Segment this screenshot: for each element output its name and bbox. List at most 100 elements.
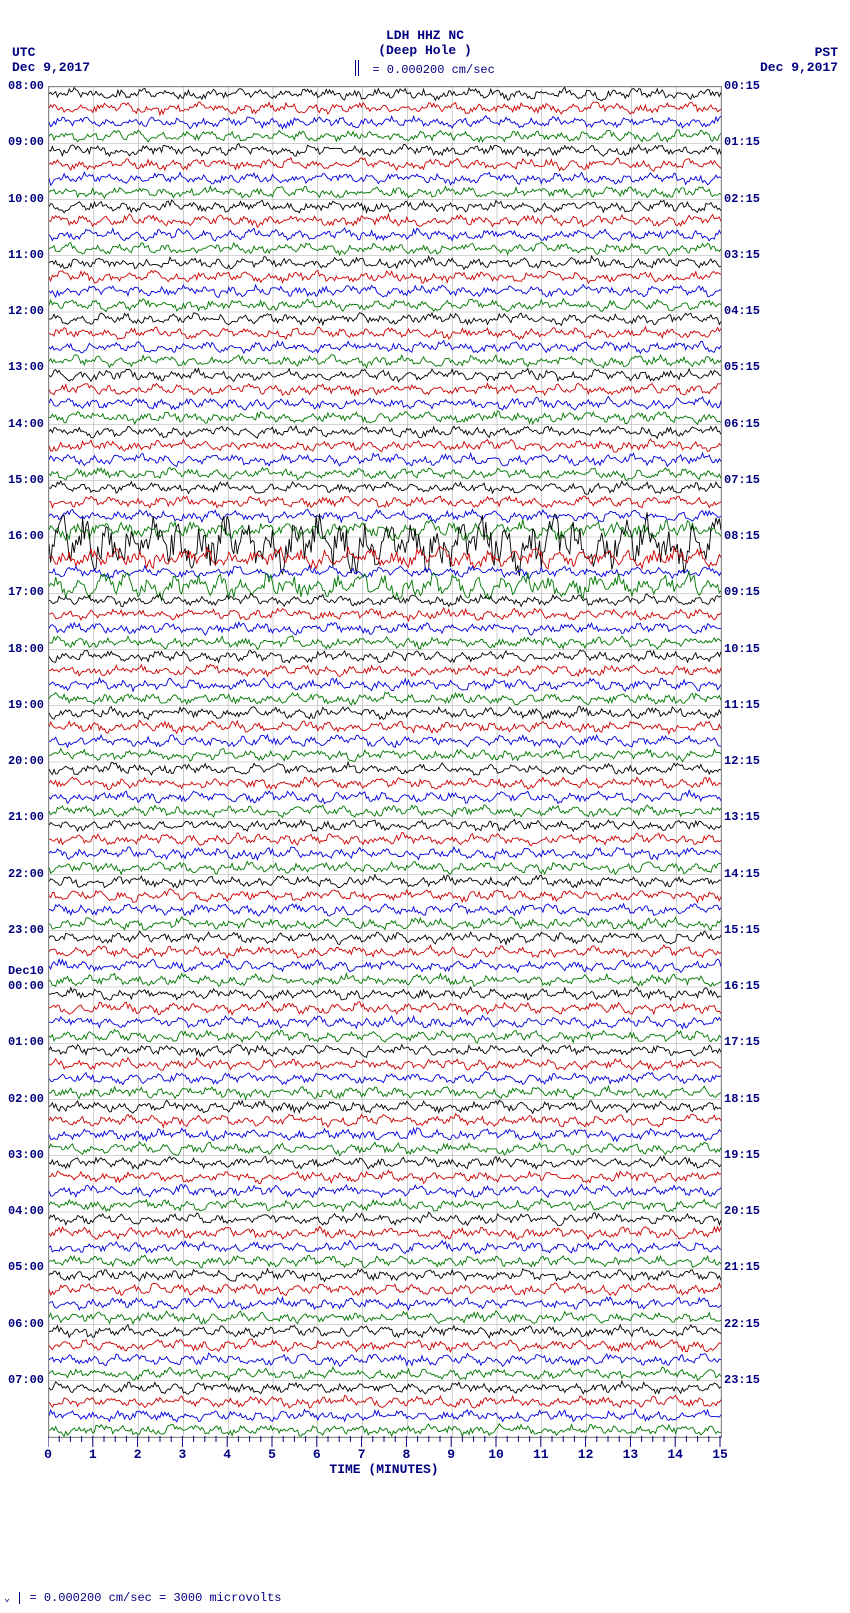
pst-hour-label: 08:15: [724, 529, 760, 543]
trace-line: [49, 572, 721, 602]
x-tick-label: 12: [576, 1447, 596, 1462]
x-tick-label: 3: [172, 1447, 192, 1462]
x-axis-title: TIME (MINUTES): [48, 1462, 720, 1477]
trace-line: [49, 299, 721, 312]
trace-line: [49, 735, 721, 748]
trace-line: [49, 1002, 721, 1015]
trace-line: [49, 547, 721, 569]
pst-hour-label: 11:15: [724, 698, 760, 712]
utc-hour-label: 02:00: [0, 1092, 44, 1106]
trace-line: [49, 1367, 721, 1380]
title-line2: (Deep Hole ): [0, 43, 850, 58]
utc-hour-label: 19:00: [0, 698, 44, 712]
utc-hour-label: 14:00: [0, 417, 44, 431]
pst-hour-label: 04:15: [724, 304, 760, 318]
utc-hour-label: 12:00: [0, 304, 44, 318]
footer-bar-icon: [19, 1592, 20, 1604]
pst-hour-label: 03:15: [724, 248, 760, 262]
pst-hour-label: 15:15: [724, 923, 760, 937]
trace-line: [49, 749, 721, 762]
trace-line: [49, 512, 721, 576]
trace-line: [49, 1409, 721, 1422]
trace-line: [49, 636, 721, 649]
pst-hour-label: 17:15: [724, 1035, 760, 1049]
title-line1: LDH HHZ NC: [0, 28, 850, 43]
utc-hour-label: 09:00: [0, 135, 44, 149]
trace-line: [49, 509, 721, 522]
pst-hour-label: 10:15: [724, 642, 760, 656]
trace-line: [49, 1325, 721, 1338]
pst-hour-label: 00:15: [724, 79, 760, 93]
trace-line: [49, 383, 721, 395]
trace-line: [49, 1100, 721, 1113]
trace-line: [49, 1241, 721, 1254]
trace-line: [49, 1086, 721, 1099]
trace-line: [49, 678, 721, 691]
x-tick-label: 0: [38, 1447, 58, 1462]
trace-line: [49, 1128, 721, 1142]
x-tick-label: 13: [620, 1447, 640, 1462]
trace-line: [49, 1227, 721, 1240]
trace-line: [49, 1044, 721, 1057]
trace-line: [49, 847, 721, 860]
pst-hour-label: 19:15: [724, 1148, 760, 1162]
trace-line: [49, 341, 721, 354]
pst-hour-label: 16:15: [724, 979, 760, 993]
scale-text: = 0.000200 cm/sec: [372, 63, 494, 77]
trace-line: [49, 833, 721, 846]
trace-line: [49, 1283, 721, 1296]
trace-line: [49, 144, 721, 157]
trace-line: [49, 256, 721, 269]
seismogram-plot: [48, 86, 722, 1438]
pst-hour-label: 13:15: [724, 810, 760, 824]
trace-line: [49, 1030, 721, 1043]
utc-hour-label: 21:00: [0, 810, 44, 824]
trace-line: [49, 1395, 721, 1408]
trace-line: [49, 313, 721, 326]
x-tick-label: 1: [83, 1447, 103, 1462]
trace-line: [49, 1353, 721, 1366]
x-tick-label: 14: [665, 1447, 685, 1462]
trace-line: [49, 271, 721, 284]
trace-line: [49, 945, 721, 958]
trace-line: [49, 1297, 721, 1310]
trace-line: [49, 481, 721, 494]
trace-line: [49, 426, 721, 438]
chart-header: LDH HHZ NC (Deep Hole ): [0, 28, 850, 58]
trace-line: [49, 931, 721, 945]
pst-hour-label: 01:15: [724, 135, 760, 149]
trace-line: [49, 1170, 721, 1183]
trace-line: [49, 1269, 721, 1282]
pst-hour-label: 14:15: [724, 867, 760, 881]
scale-legend: = 0.000200 cm/sec: [0, 62, 850, 78]
trace-line: [49, 1114, 721, 1127]
trace-line: [49, 721, 721, 734]
trace-line: [49, 790, 721, 803]
trace-line: [49, 158, 721, 171]
x-tick-label: 9: [441, 1447, 461, 1462]
x-tick-label: 15: [710, 1447, 730, 1462]
trace-line: [49, 1142, 721, 1156]
trace-line: [49, 903, 721, 916]
trace-line: [49, 411, 721, 424]
trace-line: [49, 439, 721, 452]
utc-hour-label: 17:00: [0, 585, 44, 599]
trace-line: [49, 917, 721, 930]
x-tick-label: 7: [352, 1447, 372, 1462]
utc-hour-label: 20:00: [0, 754, 44, 768]
trace-line: [49, 1072, 721, 1085]
utc-hour-label: 06:00: [0, 1317, 44, 1331]
footer-scale: ⌄ = 0.000200 cm/sec = 3000 microvolts: [4, 1591, 281, 1605]
trace-line: [49, 214, 721, 227]
utc-hour-label: 22:00: [0, 867, 44, 881]
utc-hour-label: 08:00: [0, 79, 44, 93]
trace-line: [49, 622, 721, 635]
trace-line: [49, 692, 721, 705]
trace-line: [49, 820, 721, 832]
utc-hour-label: 00:00: [0, 979, 44, 993]
trace-line: [49, 1381, 721, 1394]
footer-tick-icon: ⌄: [4, 1594, 10, 1605]
trace-line: [49, 200, 721, 213]
trace-line: [49, 355, 721, 368]
utc-hour-label: 18:00: [0, 642, 44, 656]
